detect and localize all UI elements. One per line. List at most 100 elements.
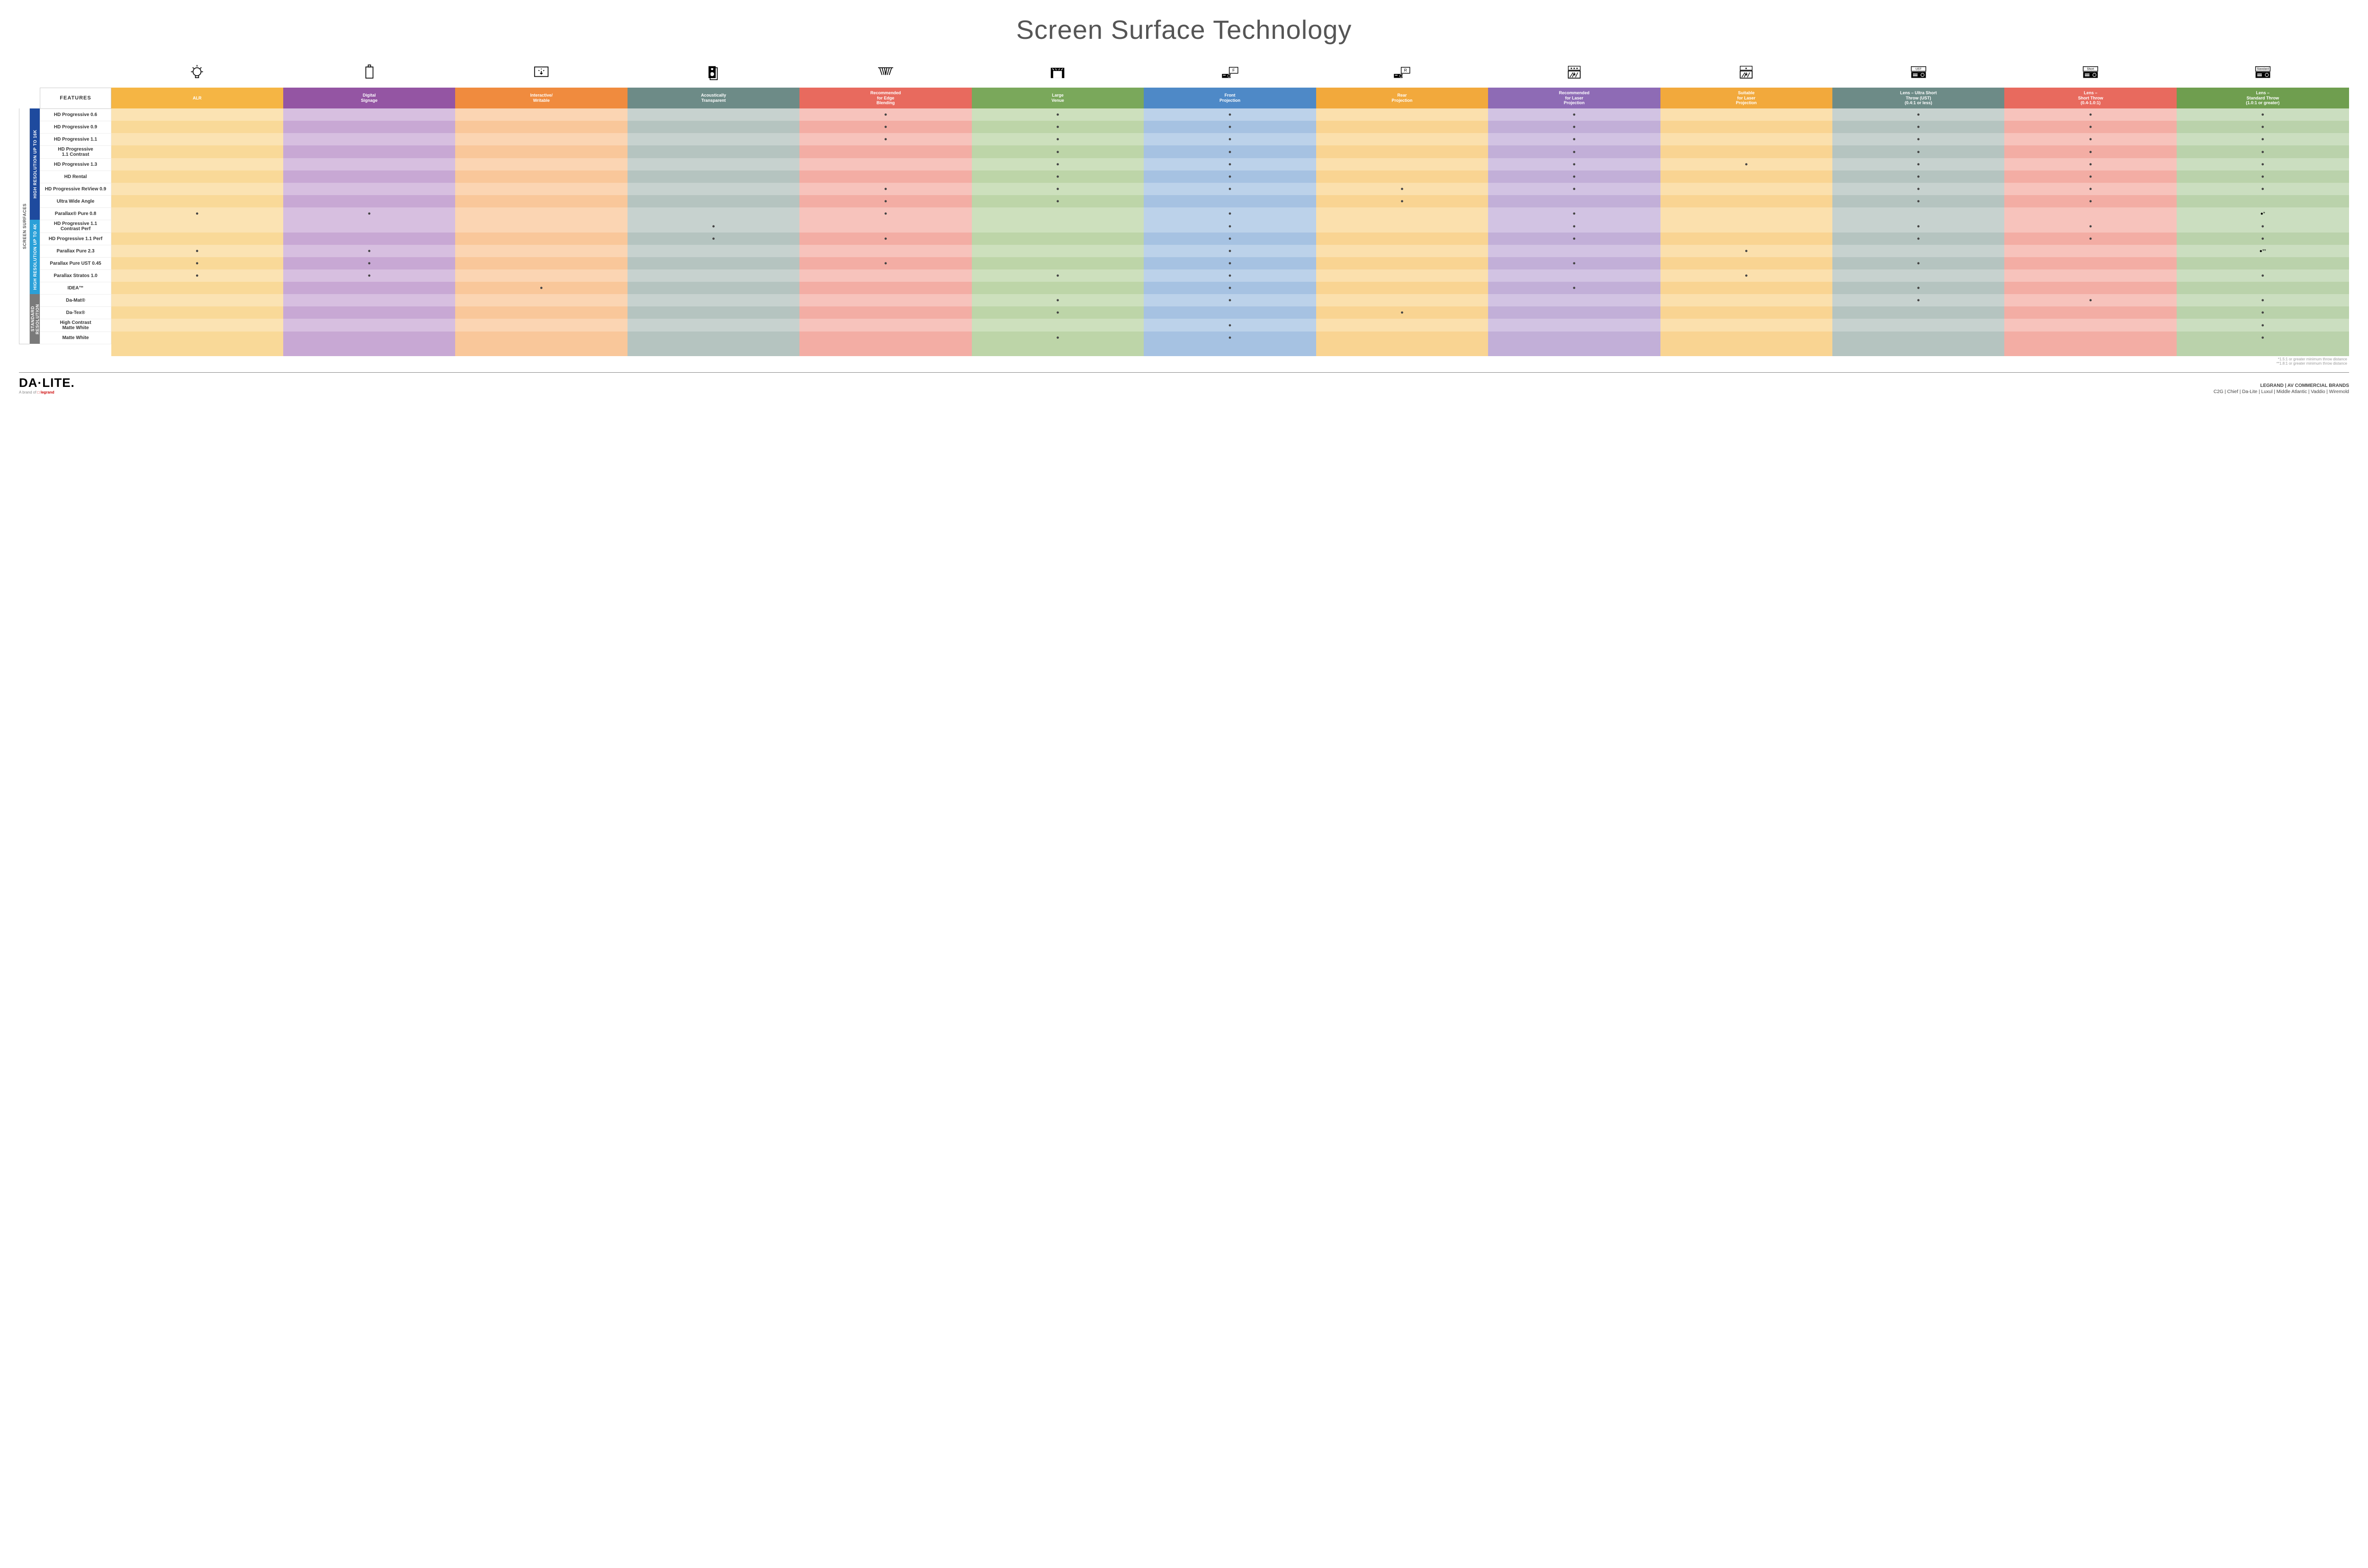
cell — [1660, 332, 1832, 344]
row-label: HD Progressive 0.6 — [40, 108, 111, 121]
col-dig: DigitalSignage — [283, 88, 455, 108]
cell — [1660, 319, 1832, 332]
group-grpstd: STANDARDRESOLUTION — [30, 294, 40, 344]
cell — [1488, 108, 1660, 121]
cell — [2004, 158, 2176, 170]
cell — [455, 257, 627, 269]
cell — [972, 294, 1144, 306]
cell — [799, 121, 971, 133]
cell — [455, 195, 627, 207]
cell — [283, 108, 455, 121]
cell — [283, 332, 455, 344]
cell — [283, 294, 455, 306]
footnotes: *1.5:1 or greater minimum throw distance… — [19, 357, 2349, 366]
cell — [1832, 220, 2004, 233]
cell — [972, 269, 1144, 282]
cell — [1488, 269, 1660, 282]
cell — [1488, 294, 1660, 306]
group-grp4k: HIGH RESOLUTION UP TO 4K — [30, 220, 40, 294]
cell — [1316, 233, 1488, 245]
cell — [111, 282, 283, 294]
rear-icon: R — [1316, 59, 1488, 88]
cell — [1316, 108, 1488, 121]
cell — [2004, 282, 2176, 294]
cell — [628, 183, 799, 195]
cell — [1832, 158, 2004, 170]
cell — [1144, 108, 1316, 121]
cell — [972, 121, 1144, 133]
cell — [1832, 170, 2004, 183]
cell — [972, 145, 1144, 158]
cell — [628, 121, 799, 133]
cell — [283, 121, 455, 133]
cell — [455, 269, 627, 282]
acou-icon — [628, 59, 799, 88]
cell — [1660, 306, 1832, 319]
cell — [1144, 145, 1316, 158]
row-label: Da-Mat® — [40, 294, 111, 306]
cell — [2004, 108, 2176, 121]
cell — [1660, 282, 1832, 294]
svg-text:UST: UST — [1915, 67, 1921, 71]
cell — [1488, 183, 1660, 195]
cell — [283, 245, 455, 257]
cell — [1488, 158, 1660, 170]
cell — [1144, 158, 1316, 170]
cell — [1316, 207, 1488, 220]
row-label: HD Progressive ReView 0.9 — [40, 183, 111, 195]
svg-text:★: ★ — [1745, 66, 1748, 70]
cell — [1832, 108, 2004, 121]
cell — [1832, 145, 2004, 158]
cell — [283, 158, 455, 170]
cell — [2004, 207, 2176, 220]
cell — [972, 233, 1144, 245]
cell — [2004, 294, 2176, 306]
cell — [1660, 257, 1832, 269]
row-label: Matte White — [40, 332, 111, 344]
row-label: HD Progressive 1.3 — [40, 158, 111, 170]
cell — [455, 282, 627, 294]
row-label: Parallax Pure 2.3 — [40, 245, 111, 257]
cell — [2177, 183, 2349, 195]
col-front: FrontProjection — [1144, 88, 1316, 108]
col-rear: RearProjection — [1316, 88, 1488, 108]
cell — [2177, 108, 2349, 121]
row-label: IDEA™ — [40, 282, 111, 294]
cell — [2004, 195, 2176, 207]
group-grp16k: HIGH RESOLUTION UP TO 16K — [30, 108, 40, 220]
cell — [1832, 257, 2004, 269]
cell — [1488, 133, 1660, 145]
cell — [455, 233, 627, 245]
cell: ●** — [2177, 245, 2349, 257]
row-label: HD Progressive1.1 Contrast — [40, 145, 111, 158]
cell — [972, 245, 1144, 257]
cell — [2177, 133, 2349, 145]
cell — [799, 332, 971, 344]
cell — [799, 207, 971, 220]
cell — [799, 195, 971, 207]
cell — [1316, 319, 1488, 332]
cell — [799, 319, 971, 332]
cell — [628, 269, 799, 282]
cell — [1660, 158, 1832, 170]
cell — [2004, 306, 2176, 319]
cell — [972, 282, 1144, 294]
cell — [1660, 121, 1832, 133]
cell — [1488, 121, 1660, 133]
cell — [628, 257, 799, 269]
cell — [1316, 121, 1488, 133]
cell — [1144, 257, 1316, 269]
svg-text:F: F — [1232, 68, 1235, 72]
cell — [2004, 183, 2176, 195]
cell — [1144, 294, 1316, 306]
cell — [1832, 306, 2004, 319]
cell — [111, 133, 283, 145]
svg-text:★★★: ★★★ — [1570, 66, 1579, 70]
cell — [1660, 195, 1832, 207]
cell — [1316, 183, 1488, 195]
cell — [455, 133, 627, 145]
reclaser-icon: ★★★✶ — [1488, 59, 1660, 88]
cell — [1144, 183, 1316, 195]
cell — [1660, 207, 1832, 220]
cell — [1488, 195, 1660, 207]
